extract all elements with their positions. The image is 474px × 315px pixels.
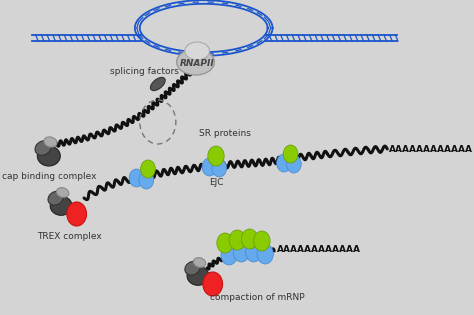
Text: AAAAAAAAAAAA: AAAAAAAAAAAA: [389, 145, 473, 153]
Circle shape: [212, 159, 227, 177]
Circle shape: [286, 155, 301, 173]
Circle shape: [233, 242, 250, 262]
Ellipse shape: [48, 191, 64, 205]
Ellipse shape: [44, 137, 57, 147]
Ellipse shape: [35, 141, 51, 155]
Ellipse shape: [185, 42, 210, 60]
Circle shape: [129, 169, 144, 187]
Text: cap binding complex: cap binding complex: [1, 172, 96, 181]
Circle shape: [203, 272, 223, 296]
Circle shape: [246, 242, 262, 262]
Circle shape: [67, 202, 87, 226]
Text: SR proteins: SR proteins: [199, 129, 251, 138]
Ellipse shape: [150, 77, 165, 91]
Text: splicing factors: splicing factors: [110, 67, 179, 77]
Text: AAAAAAAAAAAA: AAAAAAAAAAAA: [277, 245, 361, 255]
Ellipse shape: [193, 258, 206, 267]
Circle shape: [254, 231, 270, 251]
Text: compaction of mRNP: compaction of mRNP: [210, 293, 305, 302]
Circle shape: [257, 244, 273, 264]
Circle shape: [141, 160, 155, 178]
Circle shape: [139, 171, 154, 189]
Circle shape: [202, 158, 217, 176]
Ellipse shape: [50, 196, 72, 215]
Text: RNAPII: RNAPII: [180, 60, 215, 68]
Circle shape: [221, 245, 237, 265]
Ellipse shape: [187, 266, 209, 285]
Circle shape: [277, 154, 292, 172]
Circle shape: [241, 229, 258, 249]
Circle shape: [229, 230, 246, 250]
Ellipse shape: [37, 146, 60, 166]
Ellipse shape: [177, 49, 214, 75]
Ellipse shape: [185, 261, 200, 275]
Text: TREX complex: TREX complex: [37, 232, 102, 241]
Text: EJC: EJC: [210, 178, 224, 187]
Circle shape: [208, 146, 224, 166]
Circle shape: [217, 233, 233, 253]
Ellipse shape: [56, 188, 69, 198]
Circle shape: [283, 145, 298, 163]
